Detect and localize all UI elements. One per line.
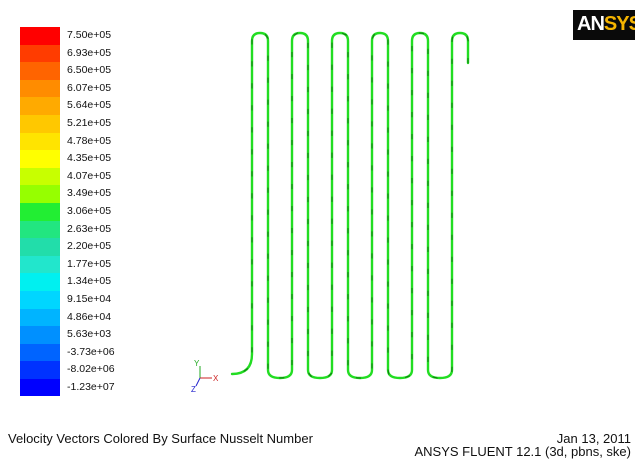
legend-swatch	[20, 44, 60, 63]
legend-label: 2.63e+05	[67, 222, 112, 235]
legend-label: 4.35e+05	[67, 152, 112, 165]
vector-arrow	[432, 376, 438, 379]
z-axis-line	[195, 377, 201, 387]
legend-label: -8.02e+06	[67, 363, 115, 376]
legend-label: 5.64e+05	[67, 99, 112, 112]
legend-swatch	[20, 132, 60, 151]
legend-label: 4.78e+05	[67, 134, 112, 147]
legend-label: 7.50e+05	[67, 29, 112, 41]
legend-label: 4.07e+05	[67, 169, 112, 182]
vector-arrow	[371, 33, 375, 39]
vector-arrow	[327, 372, 333, 377]
legend-label: 1.34e+05	[67, 275, 112, 288]
legend-swatch	[20, 343, 60, 362]
vector-arrow	[308, 372, 313, 378]
legend-label: 3.06e+05	[67, 204, 112, 217]
vector-arrow	[466, 36, 469, 42]
legend-swatch	[20, 308, 60, 327]
legend-swatch	[20, 62, 60, 80]
legend-swatch	[20, 326, 60, 344]
legend-swatch	[20, 185, 60, 203]
plot-title: Velocity Vectors Colored By Surface Nuss…	[8, 431, 313, 446]
vector-arrow	[387, 369, 390, 375]
z-axis-label: Z	[191, 385, 196, 394]
x-axis-label: X	[213, 374, 219, 383]
legend-swatch	[20, 27, 60, 45]
legend-label: 6.50e+05	[67, 64, 112, 77]
vector-arrow	[293, 32, 299, 36]
ansys-logo: ANSYS	[573, 10, 635, 40]
legend-swatch	[20, 273, 60, 291]
legend-swatch	[20, 97, 60, 115]
legend-swatch	[20, 202, 60, 221]
vector-arrow	[404, 375, 411, 379]
legend-label: 3.49e+05	[67, 187, 112, 200]
vector-arrow	[341, 32, 348, 36]
legend-swatch	[20, 79, 60, 98]
legend-label: 5.63e+03	[67, 328, 112, 341]
legend-swatch	[20, 114, 60, 133]
legend-swatch	[20, 255, 60, 274]
vector-arrows-group	[243, 32, 469, 379]
legend-label: -3.73e+06	[67, 345, 115, 358]
logo-text-yellow: SYS	[603, 13, 635, 35]
logo-text-white: AN	[577, 13, 605, 35]
legend-label: 2.20e+05	[67, 240, 112, 253]
axis-triad: Y X Z	[191, 359, 219, 394]
legend-label: 5.21e+05	[67, 116, 112, 129]
date-label: Jan 13, 2011	[556, 431, 631, 446]
version-label: ANSYS FLUENT 12.1 (3d, pbns, ske)	[414, 444, 631, 459]
legend-swatch	[20, 220, 60, 239]
legend-label: 6.93e+05	[67, 46, 112, 59]
legend-swatch	[20, 290, 60, 309]
legend-label: 4.86e+04	[67, 310, 112, 323]
legend-swatch	[20, 378, 60, 397]
vector-arrow	[243, 368, 249, 372]
legend-label: 9.15e+04	[67, 292, 112, 305]
legend-label: 1.77e+05	[67, 257, 112, 270]
y-axis-label: Y	[194, 359, 200, 368]
legend-swatch	[20, 238, 60, 256]
serpentine-channel-path	[230, 31, 470, 380]
legend-label: -1.23e+07	[67, 380, 115, 393]
vector-arrow	[264, 34, 269, 39]
legend-swatch	[20, 361, 60, 379]
legend-label: 6.07e+05	[67, 81, 112, 94]
legend-swatch	[20, 167, 60, 186]
legend-swatch	[20, 150, 60, 168]
